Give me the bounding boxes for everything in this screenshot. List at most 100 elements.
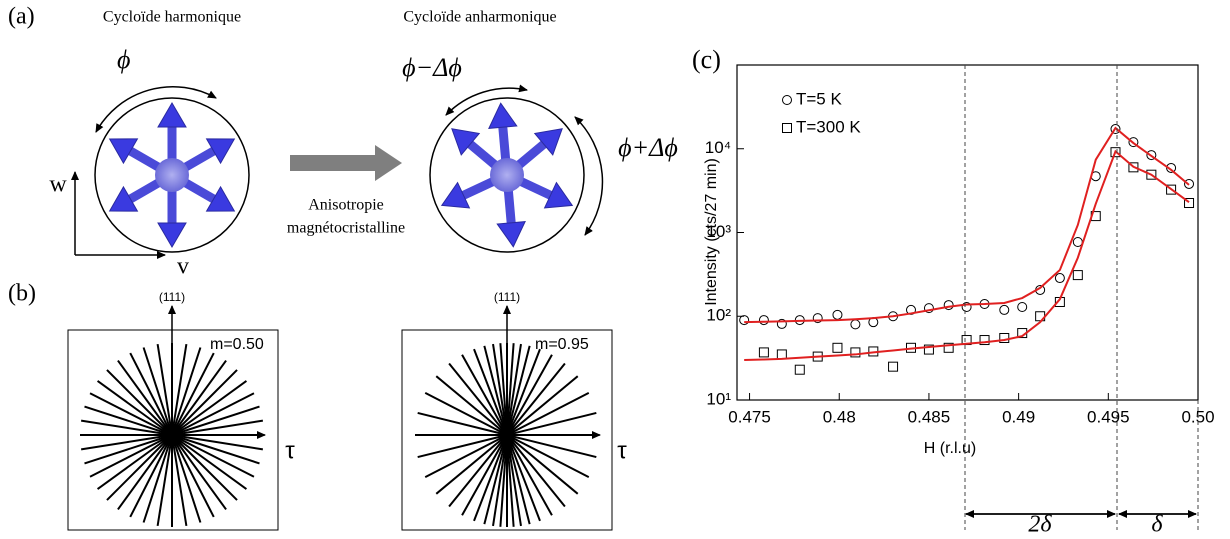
data-point (1184, 178, 1195, 189)
star-line (506, 354, 553, 436)
plot-frame (736, 64, 1199, 401)
rotation-arrow (445, 84, 528, 116)
data-point (888, 361, 899, 372)
legend-label: T=300 K (796, 117, 861, 136)
star-line (96, 434, 173, 490)
spin-head (108, 138, 139, 165)
star-line (506, 343, 515, 436)
star-line (171, 434, 255, 478)
star-line (424, 434, 508, 479)
data-point (739, 315, 750, 326)
spin-head (543, 181, 574, 209)
star-line (171, 369, 238, 436)
star-line (461, 354, 508, 436)
data-point (758, 347, 769, 358)
star-line (171, 352, 215, 436)
data-point (1110, 147, 1121, 158)
star-line (171, 359, 227, 436)
data-point (1166, 162, 1177, 173)
star-line (117, 434, 173, 511)
star-line (117, 359, 173, 436)
star-line (129, 434, 173, 518)
star-line (492, 434, 508, 527)
m-label: m=0.95 (535, 336, 589, 353)
annotation: δ (1151, 512, 1163, 538)
data-point (1128, 162, 1139, 173)
star-line (506, 343, 522, 436)
data-point (923, 344, 934, 355)
transform-arrow (290, 145, 402, 181)
star-line (448, 434, 508, 508)
arrow-text: Anisotropie (308, 197, 384, 214)
panel-label: (c) (692, 45, 721, 74)
star-line (506, 348, 541, 436)
star-line (106, 434, 173, 501)
star-line (84, 434, 173, 465)
x-tick-label: 0.49 (1002, 407, 1035, 426)
spin-center (155, 158, 189, 192)
star-line (483, 434, 508, 525)
spin-head (533, 128, 563, 156)
data-point (776, 318, 787, 329)
data-point (1072, 270, 1083, 281)
y-tick-label: 10² (706, 306, 731, 325)
panel-label: (a) (8, 4, 35, 30)
data-point (1166, 184, 1177, 195)
axis-label: (111) (159, 290, 185, 304)
star-line (506, 434, 597, 459)
fit-line (744, 126, 1190, 324)
spin-arrows (440, 102, 574, 248)
data-point (850, 319, 861, 330)
panel-title: Cycloïde harmonique (103, 9, 241, 26)
star-line (506, 434, 531, 525)
data-point (832, 342, 843, 353)
star-line (106, 369, 173, 436)
x-tick-label: 0.475 (728, 407, 771, 426)
star-line (483, 345, 508, 436)
spin-center (490, 158, 524, 192)
data-point (832, 309, 843, 320)
y-tick-label: 10⁴ (705, 138, 731, 157)
data-point (943, 300, 954, 311)
annotation: 2δ (1028, 512, 1052, 538)
star-line (129, 352, 173, 436)
star-line (499, 343, 508, 436)
star-line (171, 405, 260, 436)
star-line (84, 405, 173, 436)
star-line (448, 362, 508, 436)
star-line (499, 434, 508, 527)
star-line (171, 434, 260, 465)
data-point (758, 315, 769, 326)
star-line (417, 434, 508, 459)
legend-marker (782, 123, 792, 133)
data-point (1017, 301, 1028, 312)
star-line (171, 434, 264, 451)
star-line (492, 343, 508, 436)
star-line (171, 380, 248, 436)
star-line (506, 411, 597, 436)
axis-label: v (177, 254, 189, 280)
star-line (171, 434, 188, 527)
star-line (171, 434, 215, 518)
star-line (142, 347, 173, 436)
star-line (506, 375, 579, 436)
legend-label: T=5 K (796, 89, 842, 108)
data-point (943, 342, 954, 353)
rotation-arrow (574, 116, 604, 236)
star-line (506, 434, 522, 527)
star-line (506, 434, 553, 516)
fit-line (744, 149, 1190, 362)
star-line (89, 434, 173, 478)
y-tick-label: 10³ (706, 222, 731, 241)
legend-marker (782, 95, 792, 105)
phi-label: ϕ−Δϕ (402, 53, 462, 82)
data-point (923, 303, 934, 314)
star-line (506, 434, 590, 479)
spin-head (205, 138, 236, 165)
phi-label: ϕ (117, 45, 130, 74)
axis-label: w (49, 172, 67, 198)
star-line (171, 392, 255, 436)
star-line (142, 434, 173, 523)
star-line (506, 434, 541, 522)
